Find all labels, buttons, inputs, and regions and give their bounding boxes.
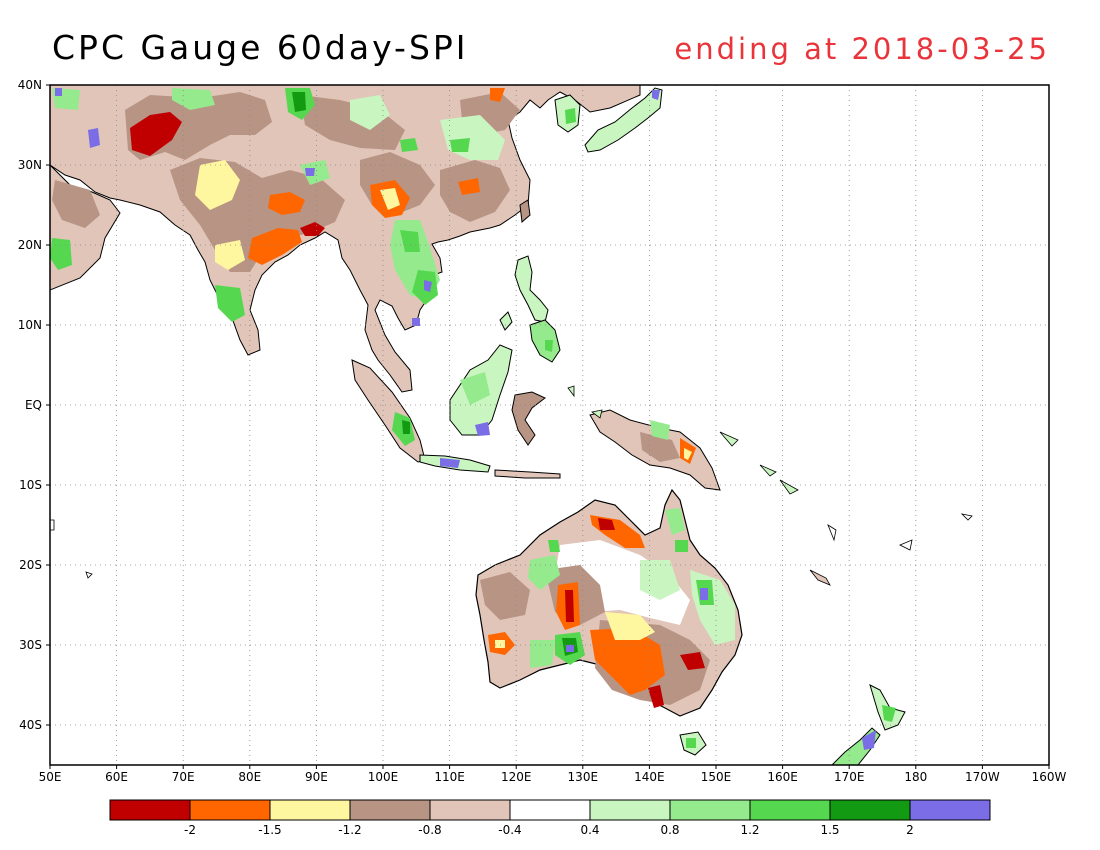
australia-landmass xyxy=(475,488,743,717)
legend-swatch xyxy=(829,799,911,821)
lat-tick-label: 40S xyxy=(19,718,42,732)
lon-tick-label: 140E xyxy=(634,770,665,784)
lon-tick-label: 180 xyxy=(904,770,927,784)
java-landmass xyxy=(419,454,561,479)
legend-swatch xyxy=(349,799,431,821)
legend-label: 0.8 xyxy=(660,823,679,837)
lon-tick-label: 170W xyxy=(965,770,1000,784)
asia-landmass xyxy=(50,85,641,393)
legend-swatch xyxy=(429,799,511,821)
map-date-subtitle: ending at 2018-03-25 xyxy=(674,32,1050,66)
sulawesi-landmass xyxy=(511,391,546,446)
legend-swatch xyxy=(749,799,831,821)
legend-swatch xyxy=(189,799,271,821)
japan-korea-landmass xyxy=(554,87,663,153)
color-legend: -2 -1.5 -1.2 -0.8 -0.4 0.4 0.8 1.2 1.5 2 xyxy=(109,799,991,837)
legend-swatch xyxy=(109,799,191,821)
lon-tick-label: 130E xyxy=(568,770,599,784)
lon-tick-label: 60E xyxy=(105,770,128,784)
lon-tick-label: 160E xyxy=(767,770,798,784)
lon-tick-label: 110E xyxy=(434,770,465,784)
new-zealand-landmass xyxy=(831,684,906,765)
map-plot-area xyxy=(50,85,1049,765)
legend-label: -0.4 xyxy=(498,823,521,837)
legend-label: -2 xyxy=(184,823,196,837)
borneo-landmass xyxy=(449,344,513,436)
lon-tick-label: 50E xyxy=(39,770,62,784)
legend-swatch xyxy=(269,799,351,821)
longitude-axis-labels: 50E 60E 70E 80E 90E 100E 110E 120E 130E 140E 150E 1… xyxy=(39,765,1067,784)
lat-tick-label: 30N xyxy=(18,158,42,172)
lon-tick-label: 120E xyxy=(501,770,532,784)
lat-tick-label: 40N xyxy=(18,78,42,92)
latitude-axis-labels: 40N 30N 20N 10N EQ 10S 20S 30S 40S xyxy=(18,78,50,732)
legend-swatch xyxy=(669,799,751,821)
lon-tick-label: 90E xyxy=(305,770,328,784)
lat-tick-label: 30S xyxy=(19,638,42,652)
sumatra-landmass xyxy=(351,359,426,463)
small-islands xyxy=(50,385,973,586)
lat-tick-label: EQ xyxy=(25,398,42,412)
legend-label: 2 xyxy=(906,823,914,837)
lat-tick-label: 10S xyxy=(19,478,42,492)
legend-swatch xyxy=(909,799,991,821)
tasmania-landmass xyxy=(679,731,707,756)
map-frame xyxy=(49,84,1050,766)
lon-tick-label: 150E xyxy=(701,770,732,784)
legend-label: -1.5 xyxy=(258,823,281,837)
lat-tick-label: 20N xyxy=(18,238,42,252)
lon-tick-label: 170E xyxy=(834,770,865,784)
philippines-landmass xyxy=(499,199,561,363)
lat-tick-label: 10N xyxy=(18,318,42,332)
legend-swatch xyxy=(509,799,591,821)
lon-tick-label: 160W xyxy=(1032,770,1067,784)
legend-label: 1.2 xyxy=(740,823,759,837)
lon-tick-label: 80E xyxy=(238,770,261,784)
map-gridlines xyxy=(50,85,1049,765)
legend-label: -0.8 xyxy=(418,823,441,837)
lat-tick-label: 20S xyxy=(19,558,42,572)
new-guinea-landmass xyxy=(589,409,721,491)
legend-label: 0.4 xyxy=(580,823,599,837)
legend-label: 1.5 xyxy=(820,823,839,837)
map-title: CPC Gauge 60day-SPI xyxy=(52,28,469,67)
legend-label: -1.2 xyxy=(338,823,361,837)
lon-tick-label: 100E xyxy=(368,770,399,784)
lon-tick-label: 70E xyxy=(172,770,195,784)
legend-swatch xyxy=(589,799,671,821)
